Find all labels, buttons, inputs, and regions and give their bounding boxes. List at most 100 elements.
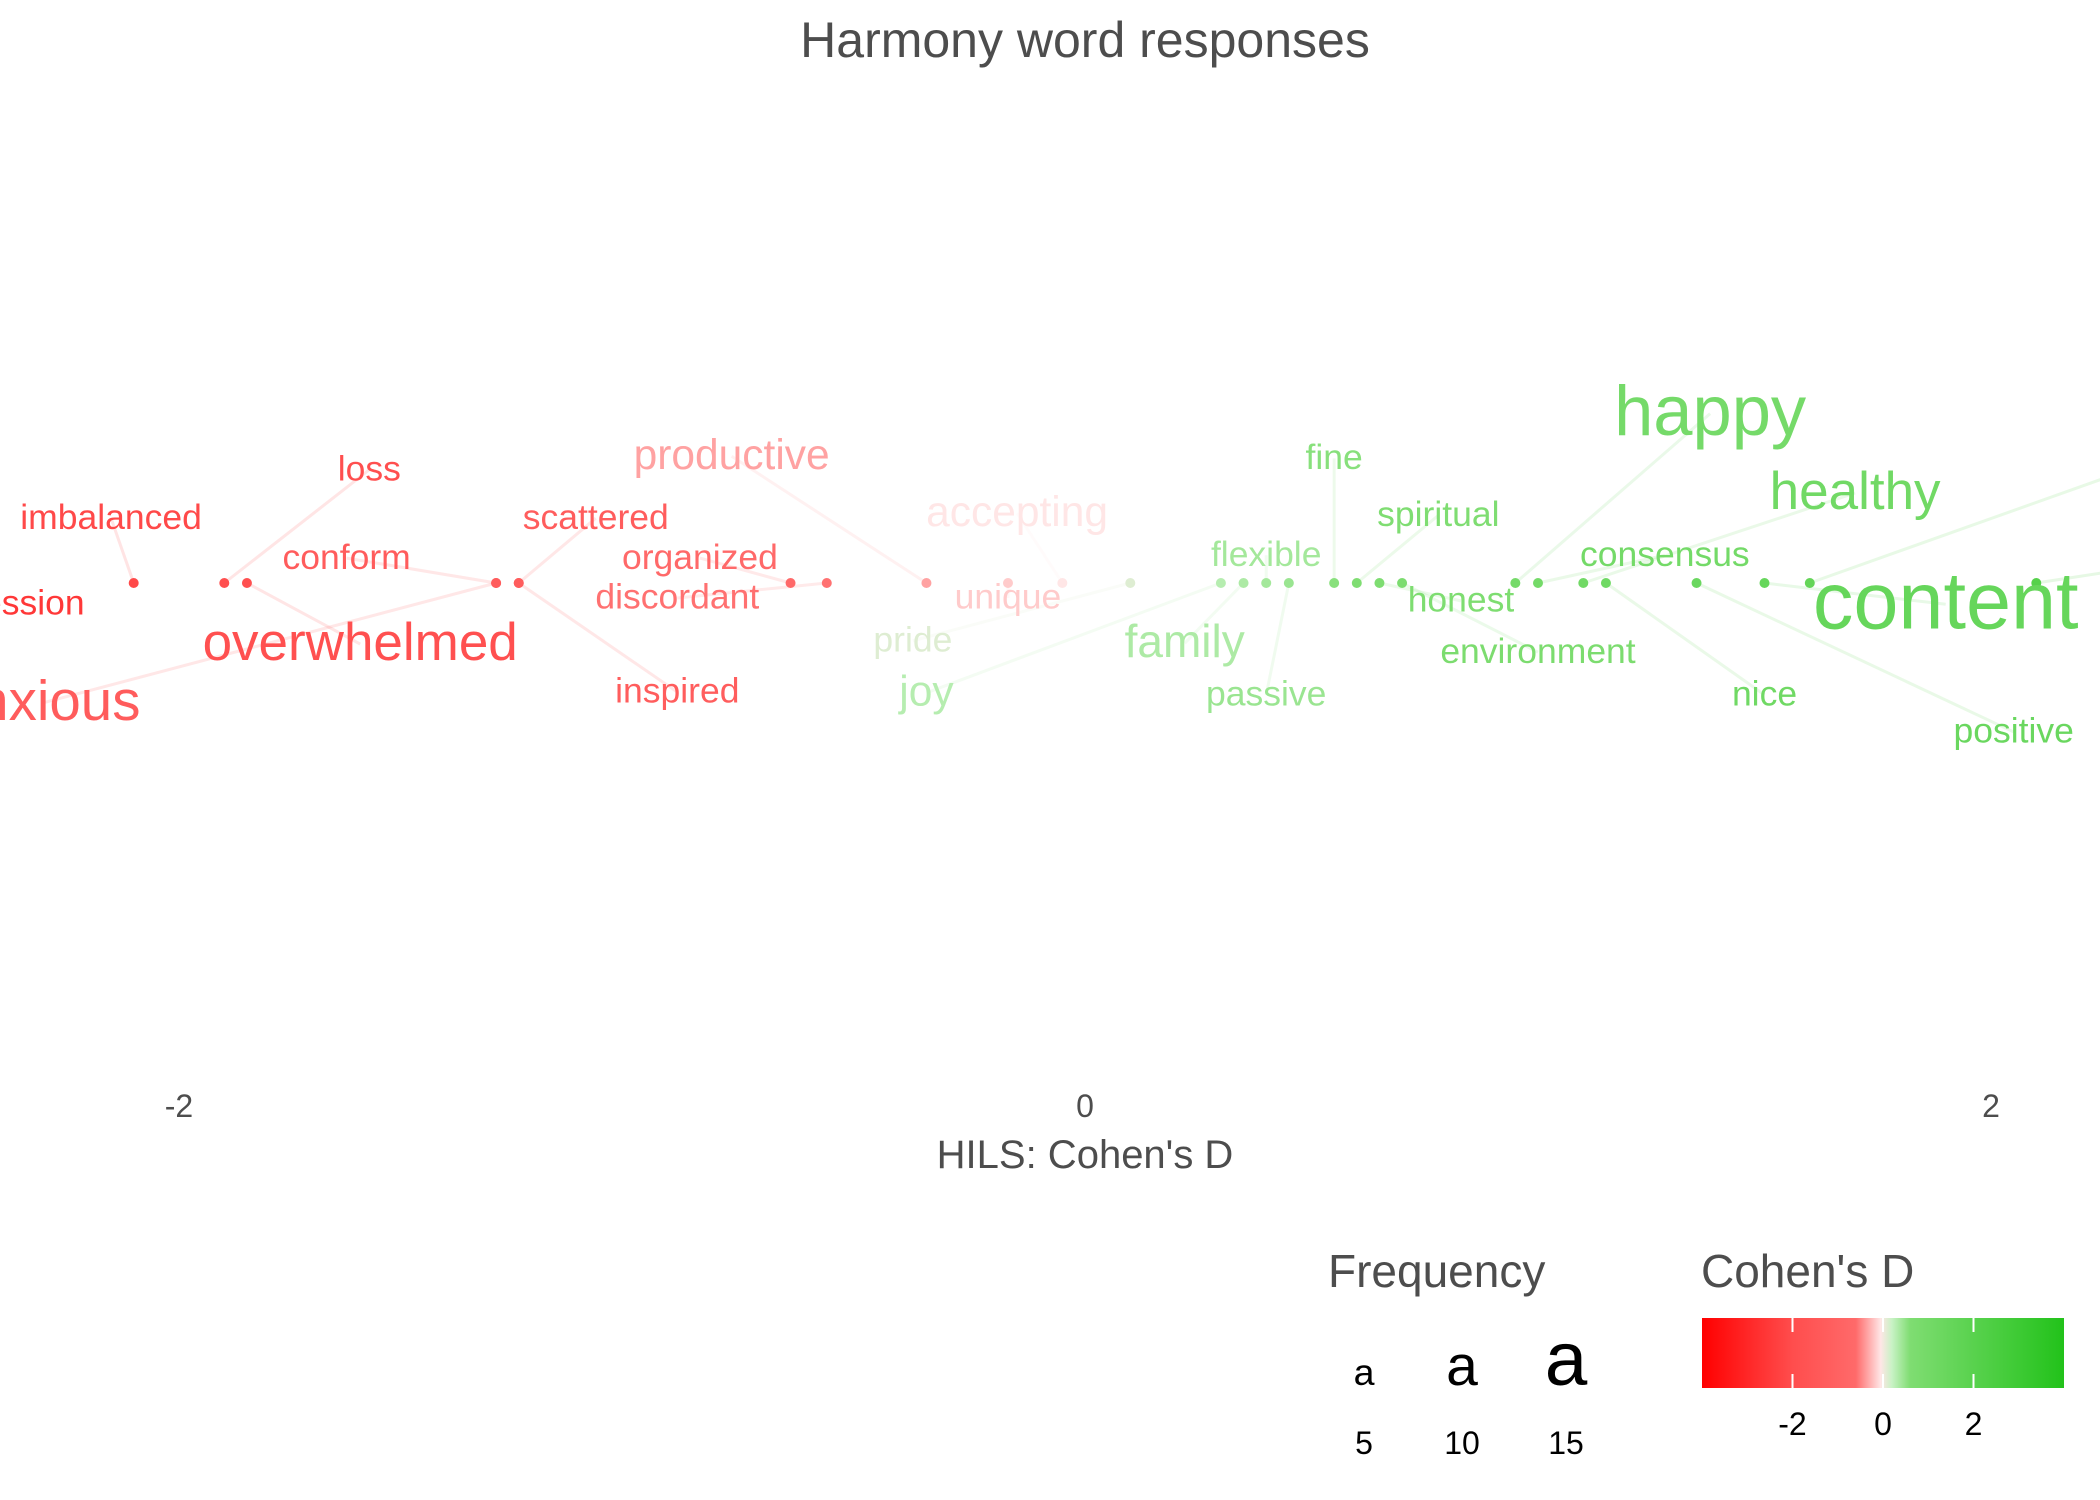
word-healthy: healthy	[1770, 462, 1941, 521]
point-discordant	[821, 578, 832, 588]
word-conform: conform	[282, 537, 410, 577]
word-spiritual: spiritual	[1377, 494, 1499, 534]
word-unique: unique	[955, 577, 1062, 617]
point-flexible	[1261, 578, 1272, 588]
word-imbalanced: imbalanced	[20, 497, 202, 537]
point-consensus	[1533, 578, 1543, 588]
word-scattered: scattered	[523, 497, 669, 537]
connector-love	[1809, 478, 2100, 585]
connector-healthy	[1582, 491, 1856, 585]
frequency-legend-label: 15	[1548, 1425, 1584, 1461]
connector-family	[1183, 581, 1245, 645]
point-content	[1759, 578, 1770, 588]
point-joy	[1215, 578, 1226, 588]
color-legend: Cohen's D -2 0 2	[1701, 1245, 2064, 1442]
connector-discordant	[677, 581, 827, 600]
point-overwhelmed	[241, 578, 252, 588]
connector-joy	[925, 581, 1222, 695]
word-content: content	[1813, 557, 2079, 647]
connector-overwhelmed	[246, 581, 361, 646]
color-legend-title: Cohen's D	[1701, 1245, 1914, 1297]
word-organized: organized	[622, 537, 778, 577]
point-unique	[1002, 578, 1013, 588]
connector-happy	[1514, 412, 1712, 585]
word-productive: productive	[634, 432, 830, 479]
word-overwhelmed: overwhelmed	[203, 613, 518, 672]
connector-scattered	[517, 517, 597, 585]
frequency-legend-title: Frequency	[1328, 1245, 1545, 1297]
connector-passive	[1264, 582, 1291, 696]
word-joy: joy	[897, 669, 954, 716]
connector-spiritual	[1355, 514, 1440, 585]
connector-consensus	[1537, 553, 1666, 585]
point-happy	[1510, 578, 1521, 588]
connector-lines	[42, 412, 2100, 734]
connector-anxious	[42, 581, 497, 705]
point-anxious	[491, 578, 502, 588]
word-passive: passive	[1206, 674, 1326, 714]
word-fine: fine	[1306, 437, 1363, 477]
connector-honest	[1379, 581, 1462, 603]
point-passive	[1283, 578, 1294, 588]
point-pride	[1125, 578, 1136, 588]
frequency-legend-glyph: a	[1545, 1317, 1588, 1402]
x-tick-label: -2	[165, 1088, 193, 1124]
word-accepting: accepting	[926, 489, 1108, 536]
word-consensus: consensus	[1580, 534, 1750, 574]
x-tick-label: 0	[1076, 1088, 1094, 1124]
connector-positive	[1695, 581, 2015, 734]
connector-productive	[730, 454, 928, 585]
frequency-legend-label: 10	[1444, 1425, 1480, 1461]
word-family: family	[1125, 615, 1245, 667]
word-discordant: discordant	[595, 577, 759, 617]
point-family	[1238, 578, 1249, 588]
connector-environment	[1401, 581, 1539, 654]
point-imbalanced	[128, 578, 139, 588]
word-honest: honest	[1408, 580, 1515, 620]
connector-imbalanced	[109, 517, 136, 584]
word-labels: unhappyangryunbalanceddisorganizeddepres…	[0, 371, 2079, 751]
word-positive: positive	[1953, 711, 2073, 751]
connector-content	[1764, 581, 1946, 606]
word-inspired: inspired	[615, 671, 739, 711]
x-axis-ticks: -4-2024	[165, 1088, 2000, 1124]
point-fine	[1329, 578, 1340, 588]
word-pride: pride	[873, 619, 952, 659]
frequency-legend-label: 5	[1355, 1425, 1373, 1461]
word-depression: depression	[0, 582, 85, 622]
point-honest	[1374, 578, 1385, 588]
connector-open	[2036, 571, 2100, 585]
word-nice: nice	[1732, 674, 1797, 714]
point-environment	[1397, 578, 1408, 588]
color-legend-tick-label: 0	[1874, 1406, 1892, 1442]
point-organized	[785, 578, 796, 588]
word-loss: loss	[338, 448, 401, 488]
connector-nice	[1605, 581, 1766, 697]
frequency-legend: Frequency a 5 a 10 a 15	[1328, 1245, 1588, 1461]
point-accepting	[1057, 578, 1068, 588]
point-healthy	[1578, 578, 1589, 588]
point-productive	[921, 578, 932, 588]
connector-inspired	[517, 581, 679, 694]
connector-accepting	[1015, 512, 1064, 584]
point-spiritual	[1351, 578, 1362, 588]
point-scattered	[513, 578, 524, 588]
word-environment: environment	[1440, 631, 1635, 671]
point-loss	[219, 578, 230, 588]
connector-pride	[912, 581, 1131, 643]
data-points	[128, 578, 2042, 588]
point-love	[1804, 578, 1815, 588]
x-axis-label: HILS: Cohen's D	[937, 1133, 1234, 1177]
point-positive	[1691, 578, 1702, 588]
color-legend-tick-label: -2	[1778, 1406, 1806, 1442]
chart-title: Harmony word responses	[800, 12, 1370, 68]
point-open	[2031, 578, 2042, 588]
frequency-legend-glyph: a	[1446, 1334, 1478, 1398]
x-tick-label: 2	[1982, 1088, 2000, 1124]
word-flexible: flexible	[1211, 534, 1322, 574]
word-happy: happy	[1614, 371, 1807, 450]
connector-loss	[223, 468, 371, 585]
point-nice	[1600, 578, 1611, 588]
word-anxious: anxious	[0, 669, 140, 732]
